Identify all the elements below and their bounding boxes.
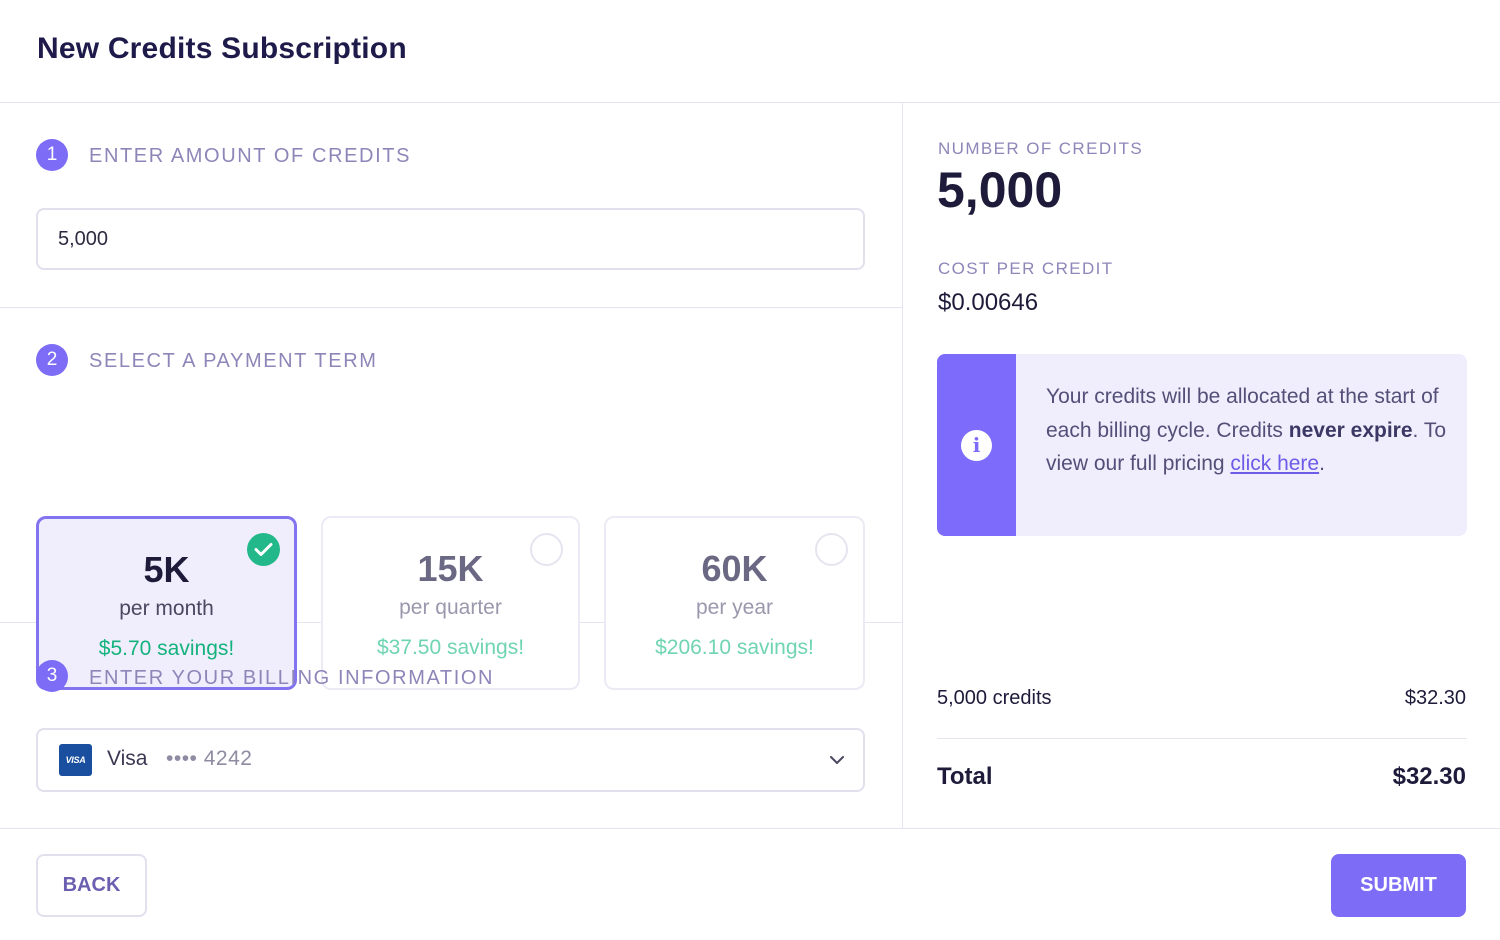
radio-circle-icon[interactable] [530,533,563,566]
card-brand: Visa [107,747,148,770]
step-1-title: ENTER AMOUNT OF CREDITS [89,145,412,167]
page-footer: BACK SUBMIT [0,828,1500,940]
credits-amount-input[interactable] [36,208,865,270]
term-savings: $5.70 savings! [98,637,235,660]
pricing-link[interactable]: click here [1230,452,1320,475]
credits-count-label: NUMBER OF CREDITS [938,139,1144,158]
info-strip: i [937,354,1016,536]
info-text-part: . [1319,452,1325,475]
form-panel: 1 ENTER AMOUNT OF CREDITS 2 SELECT A PAY… [0,103,903,828]
info-callout: i Your credits will be allocated at the … [937,354,1467,536]
page-header: New Credits Subscription [0,0,1500,103]
line-item-amount: $32.30 [1404,687,1466,709]
info-icon: i [961,429,992,461]
term-period: per month [119,597,214,620]
back-button[interactable]: BACK [36,854,147,917]
term-period: per quarter [399,596,502,619]
step-credits-section: 1 ENTER AMOUNT OF CREDITS [0,103,903,308]
summary-panel: NUMBER OF CREDITS 5,000 COST PER CREDIT … [903,103,1500,828]
chevron-down-icon[interactable] [829,752,845,770]
term-savings: $37.50 savings! [376,636,525,659]
term-card-monthly[interactable]: 5K per month $5.70 savings! [36,516,297,690]
term-amount: 5K [143,549,190,590]
info-text: Your credits will be allocated at the st… [1046,380,1446,481]
cost-per-credit-label: COST PER CREDIT [938,259,1114,278]
card-masked-number: •••• 4242 [166,747,253,770]
term-savings: $206.10 savings! [655,636,814,659]
info-text-part: . To view our full pricing [1046,418,1446,476]
total-amount: $32.30 [1392,763,1466,790]
info-text-emphasis: never expire [1288,418,1413,442]
submit-button[interactable]: SUBMIT [1331,854,1466,917]
visa-logo-icon: VISA [59,744,92,776]
step-3-title: ENTER YOUR BILLING INFORMATION [89,667,495,689]
term-card-quarterly[interactable]: 15K per quarter $37.50 savings! [321,516,580,690]
term-amount: 60K [701,548,768,589]
radio-circle-icon[interactable] [815,533,848,566]
credits-count-value: 5,000 [937,162,1063,218]
term-card-yearly[interactable]: 60K per year $206.10 savings! [604,516,865,690]
step-2-badge: 2 [36,344,68,376]
cost-per-credit-value: $0.00646 [938,289,1039,316]
step-3-badge: 3 [36,660,68,692]
step-1-badge: 1 [36,139,68,171]
term-amount: 15K [417,548,484,589]
payment-method-select[interactable]: VISA Visa •••• 4242 [36,728,865,792]
page-title: New Credits Subscription [37,32,407,65]
check-circle-icon [247,533,280,566]
total-label: Total [937,763,993,790]
summary-divider [937,738,1467,739]
info-text-part: Your credits will be allocated at the st… [1046,385,1439,442]
step-2-title: SELECT A PAYMENT TERM [89,350,378,372]
step-billing-section: 3 ENTER YOUR BILLING INFORMATION VISA Vi… [0,623,903,828]
term-period: per year [695,596,774,619]
step-term-section: 2 SELECT A PAYMENT TERM 5K per month $5.… [0,308,903,690]
line-item-label: 5,000 credits [937,687,1052,709]
